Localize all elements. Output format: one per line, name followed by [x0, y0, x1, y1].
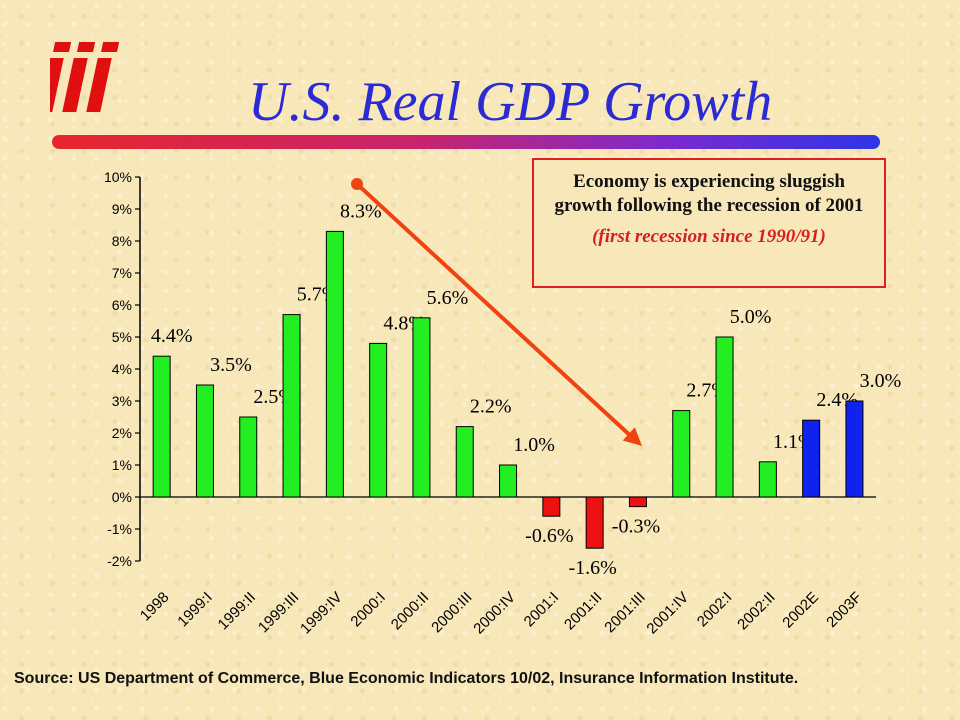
- page-title: U.S. Real GDP Growth: [248, 71, 773, 133]
- x-tick-label: 2000:IV: [470, 589, 519, 638]
- x-tick-label: 1999:II: [215, 589, 259, 633]
- x-tick-label: 2002:I: [694, 589, 736, 631]
- data-label: -1.6%: [568, 557, 616, 579]
- x-tick-label: 1999:III: [255, 589, 302, 636]
- source-note: Source: US Department of Commerce, Blue …: [14, 670, 799, 687]
- y-tick-label: 1%: [112, 457, 132, 473]
- y-tick-label: 3%: [112, 393, 132, 409]
- bar: [239, 416, 258, 498]
- x-tick-label: 1998: [137, 589, 173, 625]
- data-label: 2.2%: [470, 396, 512, 418]
- y-tick-label: 8%: [112, 233, 132, 249]
- x-tick-label: 2000:II: [388, 589, 432, 633]
- x-tick-label: 2000:III: [428, 589, 475, 636]
- data-label: 4.4%: [151, 325, 193, 347]
- y-tick-label: -2%: [107, 553, 132, 569]
- y-tick-label: 10%: [104, 169, 132, 185]
- bar: [672, 410, 691, 498]
- data-label: 1.0%: [513, 434, 555, 456]
- x-tick-label: 2003F: [823, 589, 865, 631]
- y-tick-label: 0%: [112, 489, 132, 505]
- bar: [628, 496, 647, 508]
- data-label: -0.6%: [525, 525, 573, 547]
- bar: [282, 314, 301, 498]
- bar: [845, 400, 864, 498]
- bar: [455, 426, 474, 498]
- y-tick-label: 4%: [112, 361, 132, 377]
- x-tick-label: 2001:II: [561, 589, 605, 633]
- bar: [758, 461, 777, 498]
- x-tick-label: 2000:I: [347, 589, 389, 631]
- trend-arrow-line: [355, 182, 636, 441]
- bar: [195, 384, 214, 498]
- bar: [499, 464, 518, 498]
- x-tick-label: 2001:I: [521, 589, 563, 631]
- iii-logo-icon: [50, 42, 120, 112]
- x-tick-label: 1999:I: [174, 589, 216, 631]
- y-tick-label: 6%: [112, 297, 132, 313]
- data-label: 5.0%: [730, 306, 772, 328]
- bar: [412, 317, 431, 498]
- x-tick-label: 2002E: [779, 589, 822, 632]
- x-tick-label: 2002:II: [734, 589, 778, 633]
- callout-text: Economy is experiencing sluggish growth …: [554, 171, 864, 216]
- bar: [152, 355, 171, 498]
- callout-subtext: (first recession since 1990/91): [592, 226, 826, 247]
- callout-box: Economy is experiencing sluggish growth …: [532, 158, 886, 288]
- y-tick-label: -1%: [107, 521, 132, 537]
- data-label: 5.6%: [427, 287, 469, 309]
- data-label: -0.3%: [612, 516, 660, 538]
- bar: [369, 342, 388, 498]
- data-label: 3.0%: [860, 370, 902, 392]
- trend-arrowhead: [622, 427, 642, 446]
- y-tick-label: 2%: [112, 425, 132, 441]
- bar: [542, 496, 561, 517]
- bar: [585, 496, 604, 549]
- x-tick-label: 2001:III: [601, 589, 648, 636]
- bar: [802, 419, 821, 498]
- data-label: 8.3%: [340, 200, 382, 222]
- x-tick-label: 1999:IV: [297, 589, 346, 638]
- bar: [325, 230, 344, 498]
- title-underline-bar: [52, 135, 880, 149]
- x-tick-label: 2001:IV: [643, 589, 692, 638]
- y-tick-label: 9%: [112, 201, 132, 217]
- bar: [715, 336, 734, 498]
- data-label: 3.5%: [210, 354, 252, 376]
- y-tick-label: 7%: [112, 265, 132, 281]
- y-tick-label: 5%: [112, 329, 132, 345]
